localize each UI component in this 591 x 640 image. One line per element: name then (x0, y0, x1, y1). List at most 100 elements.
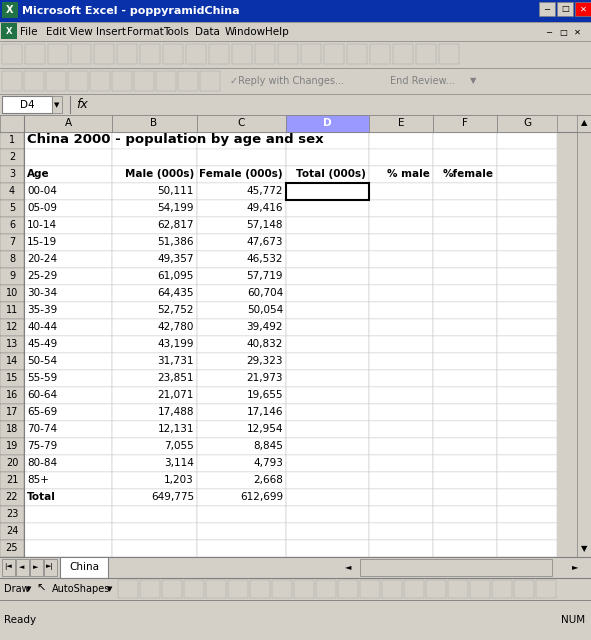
Bar (0, 234, 24, 251)
Bar (112, 251, 197, 268)
Bar (286, 438, 369, 455)
Bar (255, 44, 275, 64)
Text: □: □ (561, 4, 569, 13)
Bar (404, 580, 424, 598)
Text: 25: 25 (6, 543, 18, 553)
Text: 39,492: 39,492 (246, 322, 283, 332)
Bar (497, 438, 557, 455)
Text: 22: 22 (6, 492, 18, 502)
Bar (286, 319, 369, 336)
Bar (24, 438, 112, 455)
Bar (0, 319, 24, 336)
Bar (0, 200, 24, 217)
Bar (112, 268, 197, 285)
Bar (24, 268, 112, 285)
Bar (433, 506, 497, 523)
Bar (24, 115, 112, 132)
Bar (197, 149, 286, 166)
Text: ►: ► (33, 564, 38, 570)
Bar (369, 472, 433, 489)
Bar (497, 285, 557, 302)
Bar (24, 506, 112, 523)
Bar (0, 115, 591, 132)
Bar (24, 234, 112, 251)
Text: 62,817: 62,817 (157, 220, 194, 230)
Text: A: A (64, 118, 72, 128)
Bar (24, 472, 112, 489)
Bar (197, 421, 286, 438)
Bar (497, 523, 557, 540)
Bar (497, 132, 557, 149)
Bar (557, 2, 573, 16)
Text: 12: 12 (6, 322, 18, 332)
Bar (0, 166, 24, 183)
Text: ►|: ►| (46, 563, 54, 570)
Bar (370, 44, 390, 64)
Text: ▼: ▼ (470, 77, 476, 86)
Bar (433, 234, 497, 251)
Bar (286, 540, 369, 557)
Bar (250, 580, 270, 598)
Bar (112, 166, 197, 183)
Text: 51,386: 51,386 (157, 237, 194, 247)
Text: □: □ (559, 28, 567, 36)
Bar (369, 540, 433, 557)
Bar (112, 404, 197, 421)
Text: 17: 17 (6, 407, 18, 417)
Bar (90, 71, 110, 91)
Bar (369, 319, 433, 336)
Bar (497, 149, 557, 166)
Text: C: C (238, 118, 245, 128)
Text: 21,973: 21,973 (246, 373, 283, 383)
Bar (426, 580, 446, 598)
Bar (369, 115, 433, 132)
Bar (71, 44, 91, 64)
Bar (112, 183, 197, 200)
Bar (433, 132, 497, 149)
Bar (433, 200, 497, 217)
Bar (497, 234, 557, 251)
Bar (369, 166, 433, 183)
Bar (433, 251, 497, 268)
Bar (112, 302, 197, 319)
Bar (433, 319, 497, 336)
Bar (433, 540, 497, 557)
Text: Tools: Tools (163, 27, 189, 37)
Text: 60-64: 60-64 (27, 390, 57, 400)
Text: ↖: ↖ (36, 584, 46, 594)
Bar (286, 336, 369, 353)
Bar (24, 132, 112, 149)
Text: 4,793: 4,793 (253, 458, 283, 468)
Text: 49,357: 49,357 (157, 254, 194, 264)
Bar (286, 251, 369, 268)
Text: ─: ─ (547, 28, 551, 36)
Bar (324, 44, 344, 64)
Bar (286, 472, 369, 489)
Bar (0, 132, 24, 149)
Text: ◄: ◄ (20, 564, 25, 570)
Text: ▼: ▼ (581, 545, 587, 554)
Bar (197, 455, 286, 472)
Text: 64,435: 64,435 (157, 288, 194, 298)
Text: 21,071: 21,071 (158, 390, 194, 400)
Bar (536, 580, 556, 598)
Text: 65-69: 65-69 (27, 407, 57, 417)
Bar (539, 2, 555, 16)
Bar (0, 22, 591, 41)
Bar (0, 0, 591, 22)
Bar (286, 404, 369, 421)
Text: 49,416: 49,416 (246, 203, 283, 213)
Text: 50,111: 50,111 (158, 186, 194, 196)
Text: 17,488: 17,488 (157, 407, 194, 417)
Bar (0, 540, 24, 557)
Bar (197, 336, 286, 353)
Bar (197, 200, 286, 217)
Bar (0, 353, 24, 370)
Text: 20-24: 20-24 (27, 254, 57, 264)
Text: 612,699: 612,699 (240, 492, 283, 502)
Text: ✕: ✕ (580, 4, 586, 13)
Bar (470, 580, 490, 598)
Text: 649,775: 649,775 (151, 492, 194, 502)
Bar (497, 421, 557, 438)
Text: 42,780: 42,780 (158, 322, 194, 332)
